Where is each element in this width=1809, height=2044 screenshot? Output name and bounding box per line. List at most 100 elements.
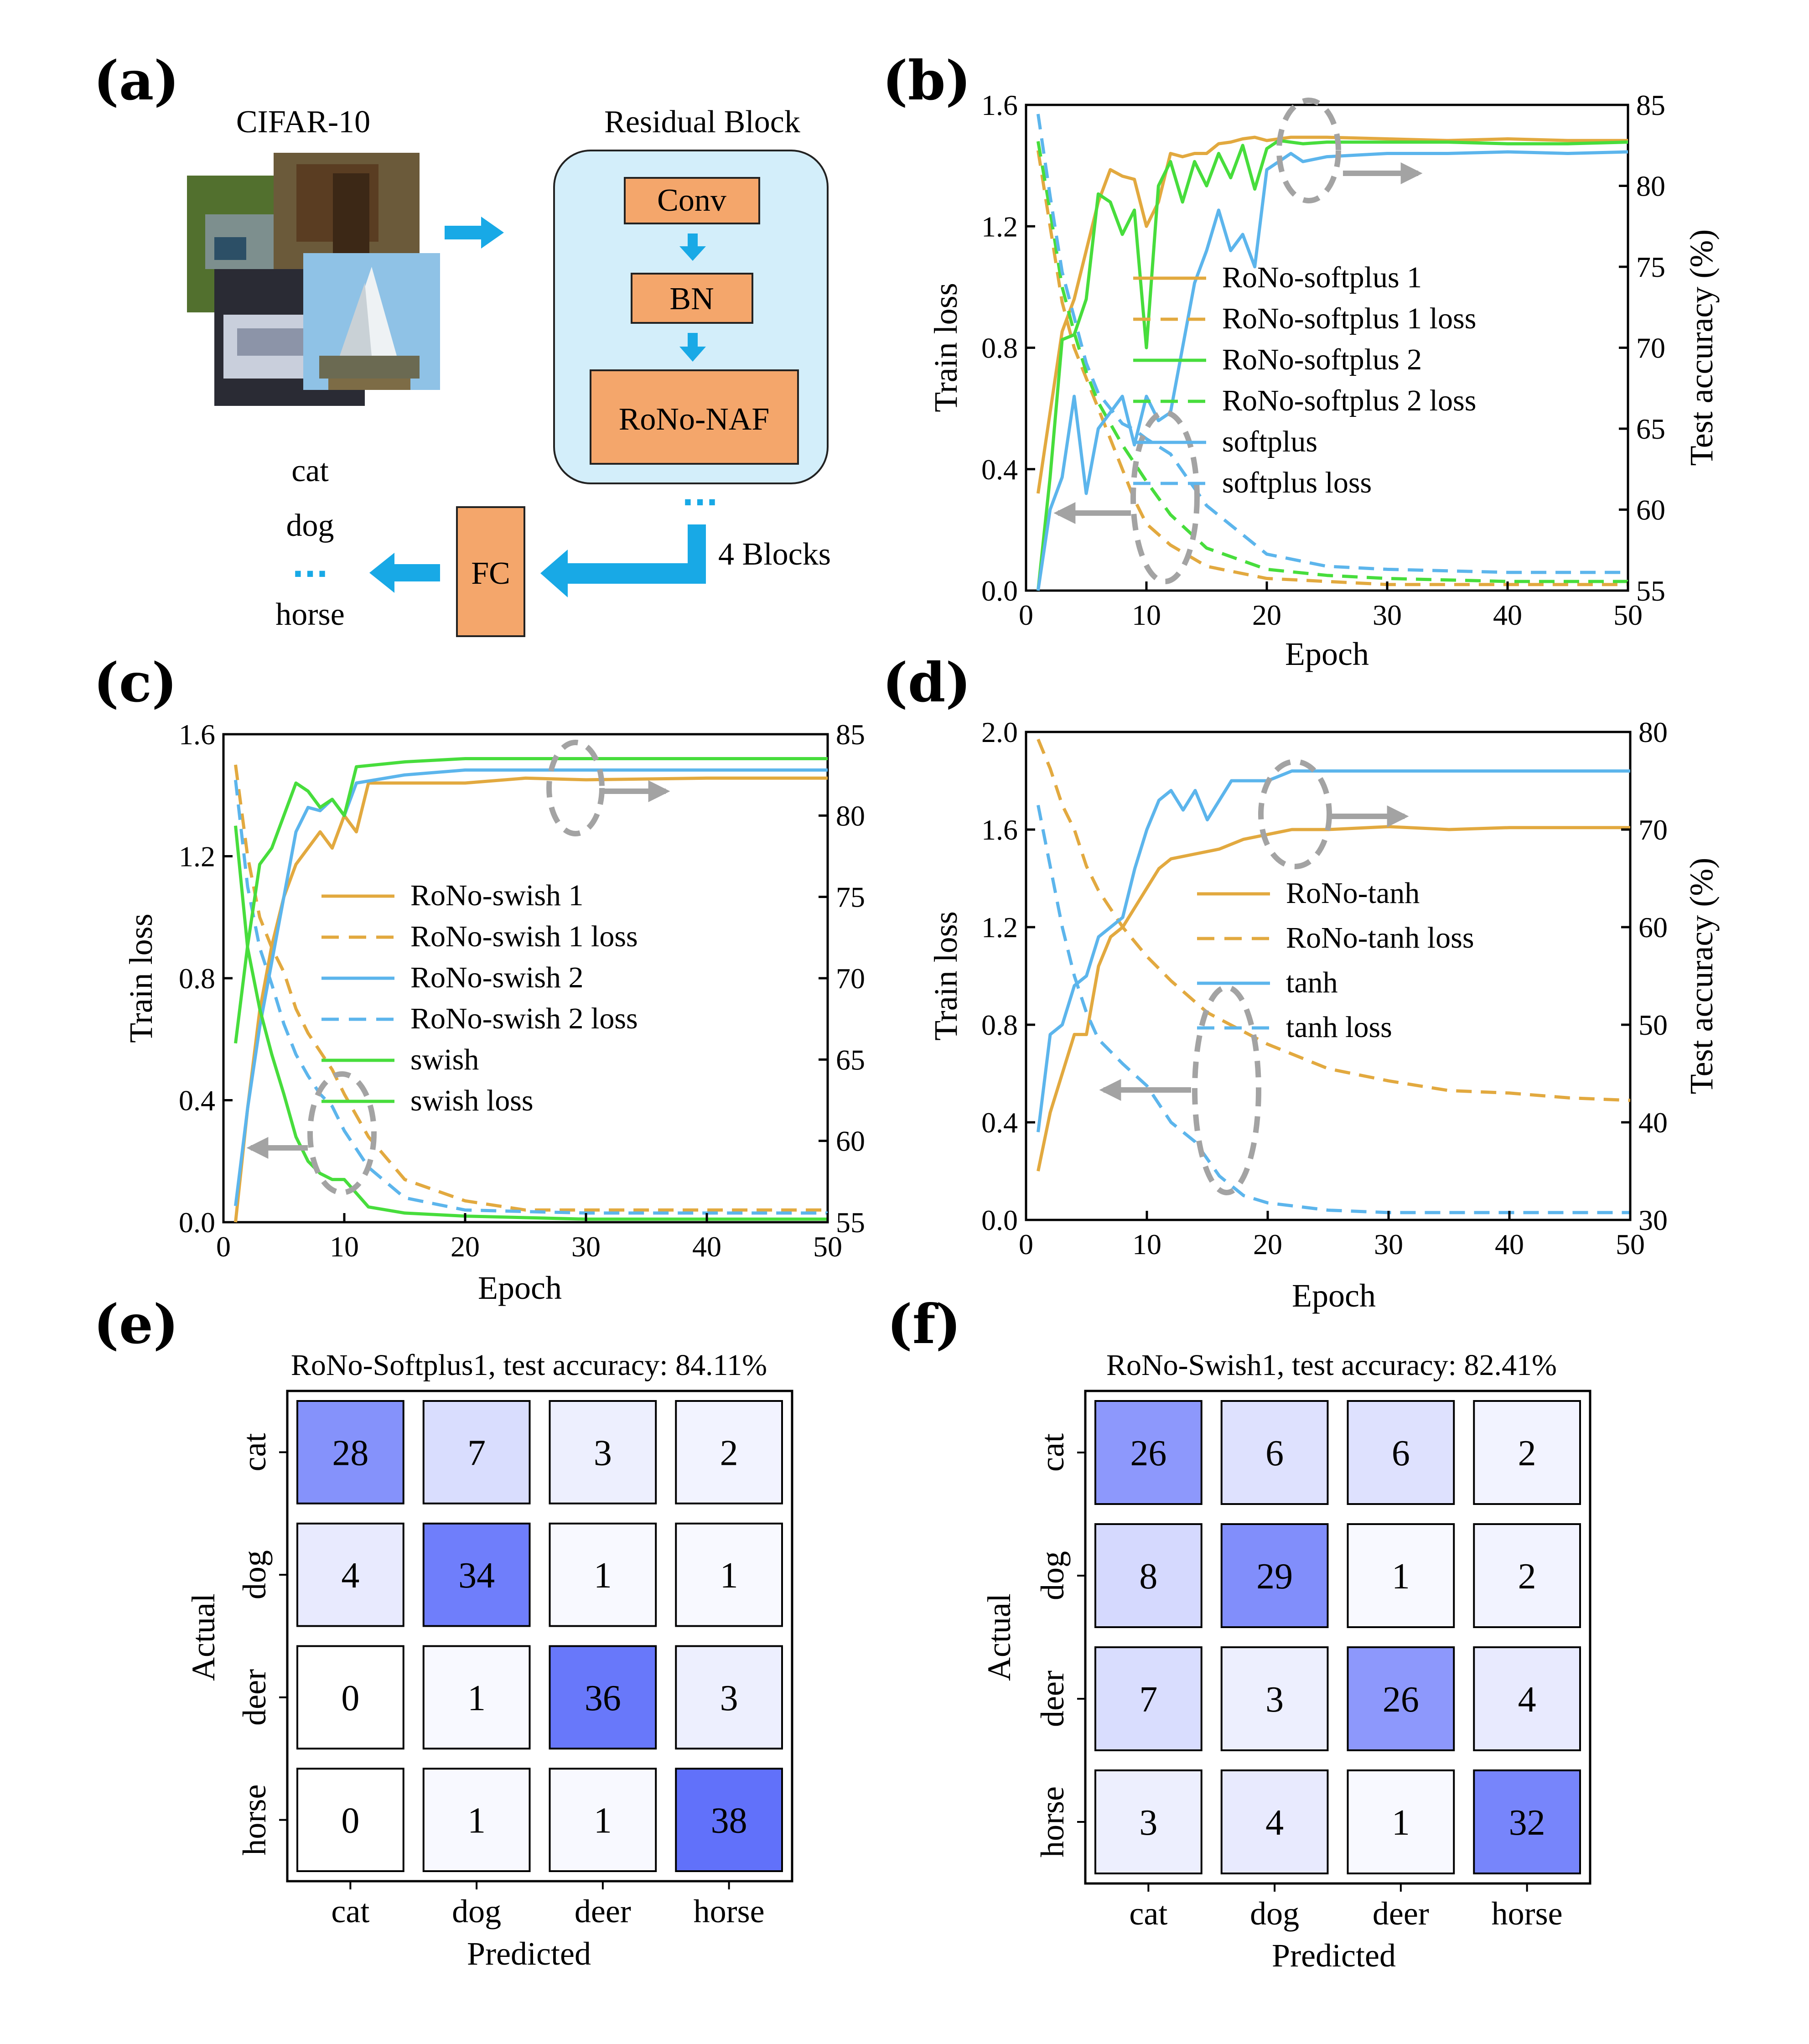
- rono-naf-box: [590, 369, 799, 465]
- cm-cell-f: [1094, 1523, 1203, 1628]
- legend-label-c: swish loss: [410, 1084, 534, 1117]
- cm-value-f: 3: [1139, 1803, 1157, 1843]
- y2-tick-label-b: 65: [1636, 413, 1665, 445]
- cm-cell-e: [549, 1768, 657, 1872]
- x-tick-label-d: 30: [1374, 1228, 1403, 1261]
- cm-x-tick-label-f: horse: [1492, 1895, 1563, 1932]
- cm-y-tick-label-e: deer: [236, 1669, 273, 1726]
- cm-value-e: 7: [467, 1433, 486, 1473]
- y2-tick-label-c: 80: [836, 799, 865, 832]
- cm-x-tick-label-e: cat: [331, 1893, 369, 1930]
- bn-label: BN: [669, 281, 714, 316]
- confusion-matrix-e: RoNo-Softplus1, test accuracy: 84.11% 28…: [185, 1349, 793, 1972]
- y2-tick-label-d: 80: [1638, 716, 1668, 748]
- cifar-image-collage: [187, 153, 440, 406]
- panel-label-d: (d): [882, 651, 971, 714]
- cm-cell-e: [675, 1645, 783, 1750]
- cm-value-f: 6: [1265, 1433, 1284, 1473]
- y2-tick-label-d: 40: [1638, 1106, 1668, 1139]
- arrow-conv-bn: [679, 233, 706, 261]
- y-axis-title-d: Train loss: [928, 911, 964, 1040]
- y-tick-label-c: 0.0: [179, 1206, 215, 1239]
- cm-cell-e: [296, 1522, 404, 1627]
- cm-cell-f: [1220, 1769, 1329, 1874]
- residual-block-title: Residual Block: [604, 104, 800, 140]
- bn-box: [631, 273, 753, 324]
- cm-cell-f: [1220, 1400, 1329, 1505]
- y-tick-label-c: 1.6: [179, 718, 215, 751]
- cm-value-e: 0: [341, 1801, 359, 1841]
- arrow-to-labels: [369, 553, 440, 593]
- cm-x-tick-label-f: dog: [1250, 1895, 1299, 1932]
- x-tick-label-c: 20: [451, 1230, 480, 1263]
- y2-tick-label-c: 75: [836, 881, 865, 913]
- legend-label-b: RoNo-softplus 1 loss: [1222, 302, 1476, 335]
- cm-frame-e: [286, 1390, 793, 1883]
- cm-cell-e: [422, 1768, 531, 1872]
- cm-value-e: 36: [585, 1678, 621, 1718]
- y2-tick-label-d: 70: [1638, 814, 1668, 846]
- x-tick-label-d: 50: [1616, 1228, 1645, 1261]
- x-tick-label-b: 30: [1373, 599, 1402, 631]
- cm-value-e: 1: [467, 1801, 486, 1841]
- y-tick-label-b: 0.4: [981, 453, 1018, 486]
- cm-value-f: 4: [1518, 1680, 1536, 1720]
- y2-axis-title-d: Test accuracy (%): [1683, 858, 1720, 1095]
- y-tick-label-d: 1.2: [981, 911, 1018, 944]
- legend-label-c: RoNo-swish 2: [410, 961, 584, 994]
- y2-tick-label-b: 60: [1636, 494, 1665, 526]
- highlight-ellipse-loss-d: [1192, 985, 1261, 1195]
- block-ellipsis: ...: [682, 476, 718, 513]
- y-tick-label-d: 0.4: [981, 1106, 1018, 1139]
- cm-cell-e: [675, 1522, 783, 1627]
- cm-xlabel-f: Predicted: [1272, 1937, 1396, 1974]
- x-tick-label-d: 10: [1132, 1228, 1161, 1261]
- series-line-b-1: [1036, 150, 1628, 586]
- rono-naf-label: RoNo-NAF: [619, 402, 770, 437]
- cm-value-f: 6: [1392, 1433, 1410, 1473]
- cm-cell-e: [422, 1400, 531, 1504]
- y2-tick-label-c: 65: [836, 1043, 865, 1076]
- cm-cell-e: [296, 1400, 404, 1504]
- cm-ylabel-e: Actual: [185, 1593, 222, 1681]
- series-line-c-5: [234, 825, 828, 1221]
- cm-cell-e: [422, 1522, 531, 1627]
- x-axis-title-d: Epoch: [1292, 1277, 1376, 1314]
- legend-label-d: tanh loss: [1286, 1011, 1392, 1044]
- cm-cell-f: [1347, 1769, 1455, 1874]
- dataset-label: CIFAR-10: [236, 104, 370, 140]
- cm-y-tick-label-f: cat: [1034, 1433, 1071, 1472]
- x-tick-label-c: 40: [692, 1230, 721, 1263]
- series-line-d-0: [1037, 825, 1630, 1172]
- x-tick-label-d: 0: [1019, 1228, 1033, 1261]
- conv-box: [624, 177, 760, 224]
- cm-y-tick-label-f: deer: [1034, 1670, 1071, 1727]
- x-tick-label-c: 0: [216, 1230, 231, 1263]
- y-tick-label-b: 1.2: [981, 210, 1018, 243]
- series-line-b-4: [1036, 150, 1628, 591]
- output-label-horse: horse: [275, 597, 345, 632]
- y-axis-title-c: Train loss: [123, 913, 159, 1043]
- series-line-c-0: [234, 776, 828, 1223]
- y-tick-label-d: 2.0: [981, 716, 1018, 748]
- output-label-dog: dog: [286, 508, 334, 543]
- y2-tick-label-c: 55: [836, 1206, 865, 1239]
- cm-value-f: 2: [1518, 1433, 1536, 1473]
- x-tick-label-b: 20: [1252, 599, 1281, 631]
- cm-value-e: 28: [332, 1433, 368, 1473]
- y-tick-label-b: 0.8: [981, 332, 1018, 364]
- cm-value-e: 1: [467, 1678, 486, 1718]
- chart-d: 0 10 20 30 40 50 0.0 0.4 0.8 1.2 1.6 2.0 30 40 50 60 7…: [928, 716, 1720, 1314]
- arrow-bn-naf: [679, 333, 706, 362]
- y2-tick-label-c: 70: [836, 962, 865, 995]
- panel-label-f: (f): [887, 1292, 961, 1356]
- panel-label-b: (b): [882, 49, 971, 112]
- y-axis-title-b: Train loss: [928, 283, 964, 412]
- y2-axis-title-b: Test accuracy (%): [1683, 229, 1720, 466]
- cm-x-tick-label-e: deer: [575, 1893, 631, 1930]
- series-line-b-0: [1036, 135, 1628, 494]
- legend-label-c: RoNo-swish 2 loss: [410, 1002, 638, 1035]
- cm-value-f: 8: [1139, 1556, 1157, 1597]
- arrow-to-fc: [540, 524, 706, 597]
- cm-value-f: 2: [1518, 1556, 1536, 1597]
